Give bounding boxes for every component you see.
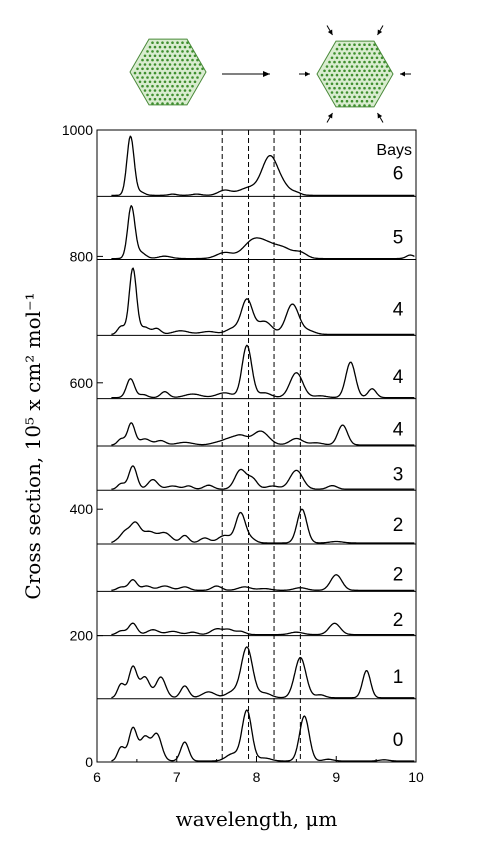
y-tick-label: 0 — [85, 754, 93, 770]
spectrum-line-2 — [111, 267, 415, 336]
x-tick-label: 7 — [173, 769, 181, 785]
spectrum-line-6 — [111, 508, 415, 544]
y-tick-label: 1000 — [62, 122, 93, 138]
y-axis-title: Cross section, 10⁵ x cm² mol⁻¹ — [21, 292, 45, 599]
x-tick-label: 8 — [253, 769, 261, 785]
spectrum-line-1 — [111, 205, 415, 260]
bay-label-7: 2 — [393, 565, 404, 586]
bay-label-0: 6 — [393, 163, 404, 184]
y-tick-label: 200 — [70, 628, 94, 644]
compression-arrows-icon — [299, 25, 411, 123]
spectra-panels — [97, 195, 416, 700]
spectrum-line-7 — [111, 574, 415, 592]
bay-label-2: 4 — [393, 299, 404, 320]
spectrum-line-5 — [111, 465, 415, 490]
bay-label-8: 2 — [393, 610, 404, 631]
right-arrow-icon — [222, 71, 270, 77]
bay-labels: 6 5 4 4 4 3 2 2 2 1 0 — [393, 163, 404, 751]
right-molecule-graphic — [316, 40, 394, 108]
spectrum-line-3 — [111, 344, 415, 399]
x-tick-label: 6 — [93, 769, 101, 785]
bay-label-3: 4 — [393, 367, 404, 388]
x-tick-label: 10 — [408, 769, 424, 785]
spectrum-line-4 — [111, 422, 415, 446]
spectrum-line-0 — [111, 135, 415, 197]
bay-label-1: 5 — [393, 228, 404, 249]
bay-label-5: 3 — [393, 465, 404, 486]
spectra-curves — [111, 135, 415, 762]
y-tick-label: 600 — [70, 375, 94, 391]
dashed-reference-lines — [221, 130, 301, 762]
left-molecule-graphic — [129, 38, 207, 106]
y-axis-ticks: 0 200 400 600 800 1000 — [62, 122, 103, 770]
y-tick-label: 400 — [70, 501, 94, 517]
bay-label-9: 1 — [393, 667, 404, 688]
x-axis-ticks: 6 7 8 9 10 — [93, 756, 424, 785]
y-tick-label: 800 — [70, 248, 94, 264]
spectrum-line-10 — [111, 709, 415, 762]
bay-label-10: 0 — [393, 730, 404, 751]
x-tick-label: 9 — [332, 769, 340, 785]
x-axis-title: wavelength, μm — [176, 807, 338, 831]
spectrum-line-9 — [111, 646, 415, 699]
bays-column-header: Bays — [376, 142, 412, 159]
bay-label-4: 4 — [393, 419, 404, 440]
spectrum-line-8 — [111, 622, 415, 636]
bay-label-6: 2 — [393, 515, 404, 536]
